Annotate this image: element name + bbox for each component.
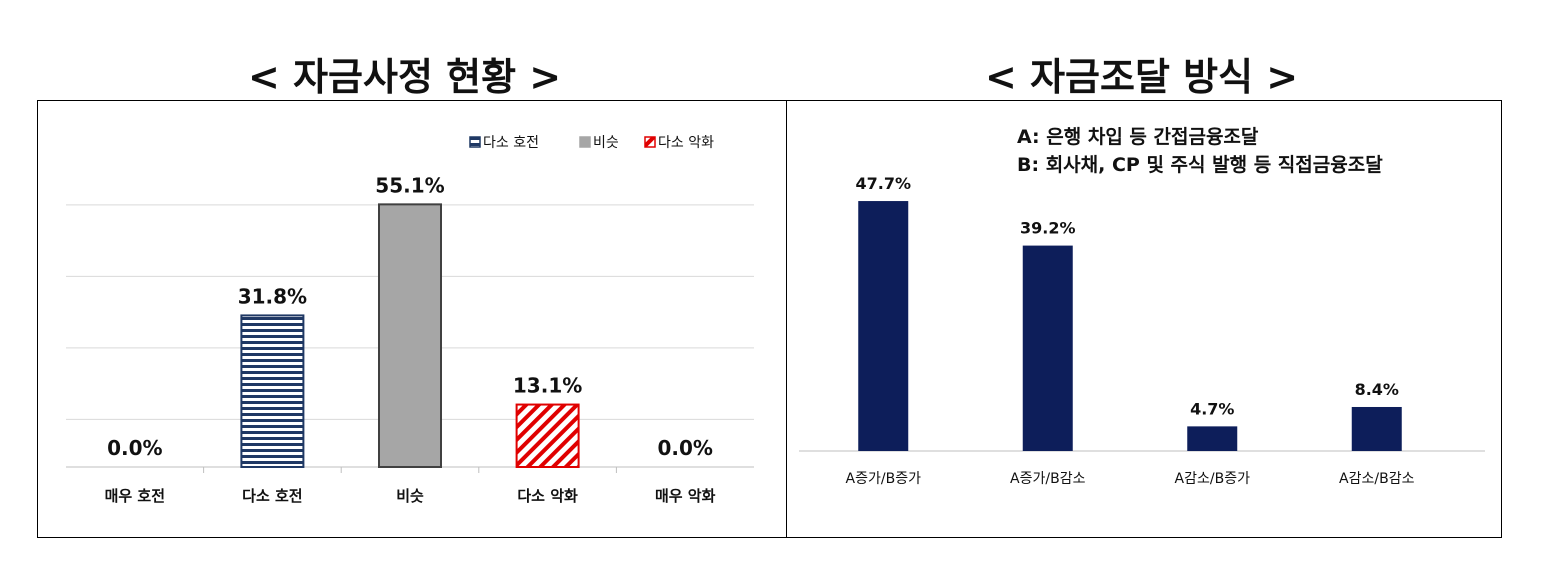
x-tick-label: A증가/B감소 (1010, 471, 1086, 487)
legend-swatch (469, 136, 481, 148)
bar-value-label: 0.0% (107, 436, 162, 460)
bar-value-label: 55.1% (375, 173, 444, 197)
bar-A감소/B증가 (1187, 426, 1238, 451)
bar-A증가/B증가 (858, 201, 909, 451)
x-tick-label: 비슷 (396, 487, 424, 505)
x-tick-label: A감소/B감소 (1339, 471, 1415, 487)
x-tick-label: 매우 호전 (105, 487, 165, 505)
x-tick-label: A증가/B증가 (846, 471, 922, 487)
bar-value-label: 13.1% (513, 374, 582, 398)
bar-A증가/B감소 (1022, 245, 1073, 451)
bar-비슷 (378, 203, 442, 469)
legend-label: 다소 호전 (483, 135, 539, 151)
bar-value-label: 47.7% (855, 174, 911, 193)
bar-A감소/B감소 (1351, 406, 1402, 451)
x-tick-label: A감소/B증가 (1175, 471, 1251, 487)
annotation-text: A: 은행 차입 등 간접금융조달 (1017, 126, 1259, 148)
legend-swatch (579, 136, 591, 148)
bar-다소 악화 (515, 403, 580, 469)
funding-status-chart-panel: 0.0% 매우 호전 31.8% 다소 호전 55.1% 비슷 13.1% 다소 악화 0.0%… (37, 100, 787, 538)
legend-label: 다소 악화 (658, 135, 714, 151)
funding-method-chart: 47.7% A증가/B증가 39.2% A증가/B감소 4.7% A감소/B증가 8.4% A… (799, 126, 1485, 487)
right-chart-title: < 자금조달 방식 > (985, 55, 1299, 99)
bar-value-label: 31.8% (238, 284, 307, 308)
x-tick-label: 매우 악화 (655, 487, 716, 505)
bar-value-label: 0.0% (657, 436, 712, 460)
legend-swatch (644, 136, 656, 148)
x-tick-label: 다소 호전 (242, 487, 302, 505)
x-tick-label: 다소 악화 (517, 487, 578, 505)
bar-value-label: 39.2% (1020, 219, 1076, 238)
funding-status-chart: 0.0% 매우 호전 31.8% 다소 호전 55.1% 비슷 13.1% 다소 악화 0.0%… (66, 135, 754, 505)
annotation-text: B: 회사채, CP 및 주식 발행 등 직접금융조달 (1017, 154, 1383, 176)
bar-다소 호전 (240, 314, 305, 468)
legend-label: 비슷 (593, 135, 619, 151)
bar-value-label: 8.4% (1355, 380, 1399, 399)
funding-method-chart-panel: 47.7% A증가/B증가 39.2% A증가/B감소 4.7% A감소/B증가 8.4% A… (786, 100, 1502, 538)
left-chart-title: < 자금사정 현황 > (248, 55, 562, 99)
bar-value-label: 4.7% (1190, 399, 1234, 418)
